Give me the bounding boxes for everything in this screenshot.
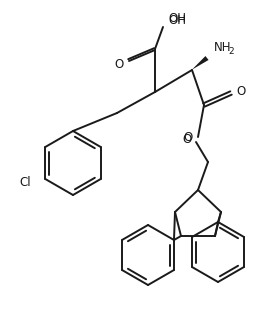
- Text: O: O: [182, 133, 192, 146]
- Text: O: O: [115, 57, 124, 70]
- Text: Cl: Cl: [20, 175, 31, 188]
- Polygon shape: [192, 56, 209, 70]
- Text: NH: NH: [214, 40, 232, 53]
- Text: OH: OH: [168, 13, 186, 26]
- Text: O: O: [183, 131, 193, 144]
- Text: 2: 2: [228, 46, 234, 55]
- Text: OH: OH: [168, 11, 186, 24]
- Text: O: O: [236, 85, 245, 98]
